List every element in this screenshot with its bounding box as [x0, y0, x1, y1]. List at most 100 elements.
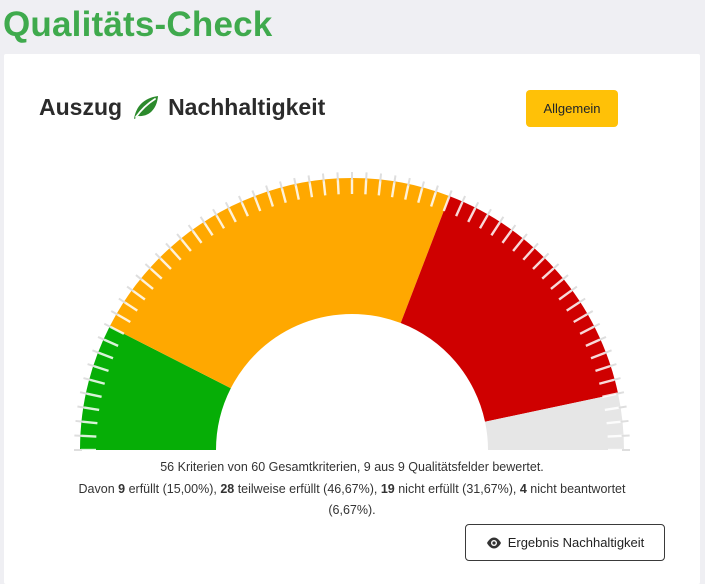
- card-title-prefix: Auszug: [39, 94, 123, 120]
- gauge-segment-1: [80, 326, 231, 450]
- unanswered-count: 4: [519, 481, 527, 496]
- gauge-outer-tick: [103, 322, 112, 329]
- gauge-tick: [390, 182, 396, 198]
- gauge-tick: [336, 179, 340, 195]
- gauge-tick: [607, 434, 623, 438]
- gauge-outer-tick: [592, 322, 601, 329]
- gauge-outer-tick: [77, 405, 86, 409]
- gauge-chart: [74, 172, 630, 452]
- summary-davon: Davon: [78, 481, 115, 496]
- gauge-tick: [579, 325, 595, 335]
- page-title: Qualitäts-Check: [3, 5, 273, 44]
- gauge-segment-4: [485, 393, 624, 450]
- gauge-outer-tick: [321, 173, 325, 182]
- result-card: Auszug Nachhaltigkeit Allgemein 56 Krite…: [4, 54, 700, 584]
- gauge-tick: [541, 267, 555, 280]
- gauge-tick: [364, 179, 368, 195]
- gauge-tick: [267, 191, 275, 207]
- gauge-tick: [191, 230, 203, 244]
- gauge-outer-tick: [110, 310, 119, 316]
- gauge-tick: [604, 406, 620, 412]
- gauge-tick: [467, 207, 477, 223]
- gauge-tick: [377, 180, 382, 196]
- gauge-outer-tick: [542, 252, 550, 260]
- gauge-outer-tick: [165, 242, 173, 251]
- gauge-outer-tick: [473, 201, 480, 210]
- gauge-tick: [203, 222, 214, 236]
- eye-icon: [486, 535, 502, 551]
- gauge-tick: [585, 338, 601, 347]
- gauge-tick: [606, 420, 622, 425]
- fulfilled-text: erfüllt (15,00%),: [128, 481, 217, 496]
- gauge-outer-tick: [620, 419, 629, 423]
- gauge-tick: [573, 313, 588, 324]
- gauge-outer-tick: [521, 233, 528, 241]
- gauge-outer-tick: [92, 349, 101, 355]
- gauge-segment-2: [109, 178, 450, 389]
- summary-line-1: 56 Kriterien von 60 Gesamtkriterien, 9 a…: [160, 460, 544, 474]
- gauge-tick: [240, 201, 249, 217]
- gauge-outer-tick: [279, 181, 284, 190]
- summary-line-2: Davon 9 erfüllt (15,00%), 28 teilweise e…: [28, 479, 676, 501]
- gauge-outer-tick: [434, 185, 439, 194]
- gauge-tick: [595, 365, 611, 373]
- gauge-outer-tick: [176, 233, 183, 241]
- gauge-outer-tick: [97, 336, 106, 342]
- gauge-tick: [558, 289, 572, 301]
- gauge-tick: [429, 191, 437, 207]
- result-sustainability-button[interactable]: Ergebnis Nachhaltigkeit: [465, 524, 665, 561]
- not-fulfilled-count: 19: [380, 481, 395, 496]
- gauge-outer-tick: [75, 419, 84, 423]
- gauge-outer-tick: [577, 297, 586, 304]
- gauge-outer-tick: [569, 285, 578, 293]
- gauge-outer-tick: [293, 177, 297, 187]
- gauge-outer-tick: [212, 208, 218, 217]
- gauge-tick: [215, 214, 226, 229]
- gauge-outer-tick: [531, 242, 539, 251]
- gauge-tick: [103, 338, 119, 347]
- gauge-outer-tick: [612, 377, 621, 382]
- general-button[interactable]: Allgemein: [526, 90, 618, 127]
- gauge-outer-tick: [79, 391, 89, 395]
- gauge-outer-tick: [238, 195, 244, 204]
- gauge-outer-tick: [447, 190, 453, 199]
- gauge-tick: [169, 247, 182, 261]
- gauge-tick: [116, 313, 131, 324]
- gauge-outer-tick: [598, 336, 607, 342]
- unanswered-text: nicht beantwortet: [530, 481, 626, 496]
- gauge-tick: [84, 406, 100, 412]
- gauge-tick: [404, 184, 410, 200]
- gauge-tick: [132, 289, 146, 301]
- gauge-tick: [442, 196, 451, 212]
- gauge-tick: [478, 214, 489, 229]
- card-title: Auszug Nachhaltigkeit: [39, 92, 325, 122]
- gauge-outer-tick: [199, 216, 206, 225]
- gauge-tick: [227, 207, 237, 223]
- gauge-segment-3: [400, 196, 619, 422]
- gauge-outer-tick: [608, 363, 617, 368]
- gauge-outer-tick: [307, 175, 311, 184]
- gauge-outer-tick: [87, 363, 96, 368]
- leaf-icon: [130, 92, 160, 122]
- gauge-tick: [89, 378, 106, 385]
- gauge-outer-tick: [407, 177, 411, 187]
- gauge-outer-tick: [126, 285, 135, 293]
- gauge-tick: [501, 230, 513, 244]
- gauge-outer-tick: [509, 224, 517, 233]
- gauge-outer-tick: [486, 208, 492, 217]
- gauge-outer-tick: [460, 195, 466, 204]
- gauge-outer-tick: [393, 175, 397, 184]
- gauge-outer-tick: [420, 181, 425, 190]
- gauge-outer-tick: [615, 391, 625, 395]
- gauge-tick: [253, 196, 262, 212]
- gauge-tick: [512, 238, 524, 252]
- gauge-outer-tick: [265, 185, 270, 194]
- gauge-tick: [149, 267, 163, 280]
- gauge-outer-tick: [224, 201, 231, 210]
- not-fulfilled-text: nicht erfüllt (31,67%),: [398, 481, 517, 496]
- gauge-outer-tick: [585, 310, 594, 316]
- gauge-tick: [98, 351, 114, 360]
- gauge-tick: [566, 301, 580, 312]
- partial-text: teilweise erfüllt (46,67%),: [237, 481, 378, 496]
- summary-line-3: (6,67%).: [328, 503, 376, 517]
